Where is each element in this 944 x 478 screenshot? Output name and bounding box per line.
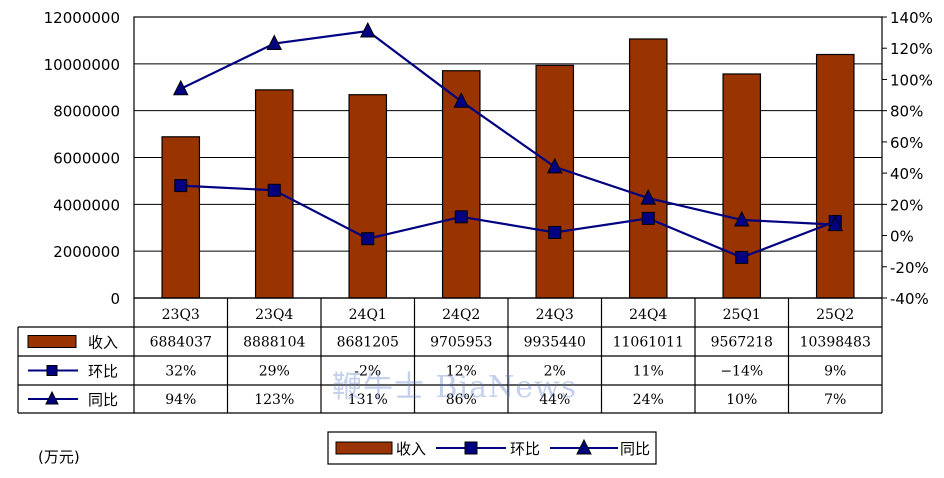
revenue-bar (815, 53, 855, 299)
yoy-point (359, 21, 376, 38)
table-cell: 2% (544, 364, 566, 380)
category-label: 24Q1 (349, 307, 387, 323)
table-cell: 10398483 (800, 335, 871, 351)
table-cell: 24% (633, 392, 664, 408)
table-cell: 9705953 (430, 335, 492, 351)
table-cell: 32% (165, 364, 196, 380)
table-cell: 9567218 (711, 335, 773, 351)
revenue-bar (441, 70, 481, 299)
y-left-tick-label: 4000000 (53, 196, 120, 214)
table-cell: 11% (633, 364, 664, 380)
table-cell: 10% (726, 392, 757, 408)
data-table: 23Q3 23Q4 24Q1 24Q2 24Q3 24Q4 25Q1 25Q2 收入 688403… (17, 297, 883, 414)
legend-revenue-key (335, 441, 393, 455)
yoy-point (733, 210, 750, 227)
qoq-point (735, 250, 749, 264)
revenue-bar (628, 38, 668, 299)
qoq-point (361, 232, 375, 246)
yoy-key (45, 390, 59, 405)
growth-lines (172, 21, 844, 264)
category-label: 24Q4 (629, 307, 667, 323)
y-right-tick-label: 60% (890, 134, 923, 152)
table-cell: 12% (446, 364, 477, 380)
yoy-point (640, 188, 657, 205)
revenue-bar (161, 136, 201, 299)
table-cell: 29% (259, 364, 290, 380)
table-cell: 9% (824, 364, 846, 380)
yoy-point (172, 79, 189, 96)
同比-line (180, 29, 836, 226)
qoq-point (641, 211, 655, 225)
table-cell: 11061011 (613, 335, 684, 351)
qoq-point (267, 183, 281, 197)
yoy-point (453, 92, 470, 108)
revenue-bar (348, 94, 388, 299)
category-label: 23Q4 (255, 307, 293, 323)
y-right-tick-label: 100% (890, 71, 933, 89)
category-label: 24Q2 (442, 307, 480, 323)
category-label: 24Q3 (536, 307, 574, 323)
revenue-bar (535, 64, 575, 299)
y-right-tick-label: 80% (890, 103, 923, 121)
legend: 收入 环比 同比 (327, 431, 657, 465)
category-label: 25Q2 (816, 307, 854, 323)
table-cell: 8888104 (243, 335, 305, 351)
series-label: 收入 (88, 334, 118, 352)
table-cell: 131% (348, 392, 388, 408)
y-right-tick-label: -40% (890, 290, 929, 308)
y-left-tick-label: 8000000 (53, 103, 120, 121)
legend-yoy-label: 同比 (620, 440, 650, 458)
yoy-point (266, 34, 283, 51)
y-left-tick-label: 12000000 (44, 9, 120, 27)
table-cell: 9935440 (524, 335, 586, 351)
y-right-tick-label: 0% (890, 228, 914, 246)
table-cell: 6884037 (150, 335, 212, 351)
环比-line (180, 184, 836, 259)
table-cell: 86% (446, 392, 477, 408)
y-right-tick-label: 40% (890, 165, 923, 183)
revenue-bar (722, 73, 762, 299)
legend-qoq-label: 环比 (510, 440, 540, 458)
y-right-tick-label: 140% (890, 9, 933, 27)
revenue-bars (161, 38, 855, 299)
qoq-point (454, 210, 468, 224)
series-label: 环比 (88, 363, 118, 381)
y-left-tick-label: 10000000 (44, 56, 120, 74)
table-cell: 44% (539, 392, 570, 408)
unit-label: (万元) (38, 448, 80, 466)
y-left-tick-label: 0 (110, 290, 120, 308)
y-right-tick-label: -20% (890, 259, 929, 277)
table-cell: 7% (824, 392, 846, 408)
legend-qoq-marker (464, 441, 478, 455)
y-right-tick-label: 120% (890, 40, 933, 58)
table-cell: 123% (254, 392, 294, 408)
legend-yoy-marker (576, 438, 592, 455)
y-right-tick-label: 20% (890, 196, 923, 214)
qoq-key (46, 365, 58, 376)
qoq-point (548, 225, 562, 239)
series-label: 同比 (88, 391, 118, 409)
y-left-tick-label: 6000000 (53, 150, 120, 168)
revenue-key (27, 335, 77, 348)
table-cell: 8681205 (337, 335, 399, 351)
y-left-tick-label: 2000000 (53, 243, 120, 261)
category-label: 23Q3 (162, 307, 200, 323)
category-label: 25Q1 (723, 307, 761, 323)
table-cell: −14% (720, 364, 763, 380)
table-cell: -2% (354, 364, 381, 380)
qoq-point (174, 179, 188, 193)
yoy-point (827, 215, 844, 232)
legend-revenue-label: 收入 (396, 440, 426, 458)
table-cell: 94% (165, 392, 196, 408)
yoy-point (546, 157, 563, 174)
